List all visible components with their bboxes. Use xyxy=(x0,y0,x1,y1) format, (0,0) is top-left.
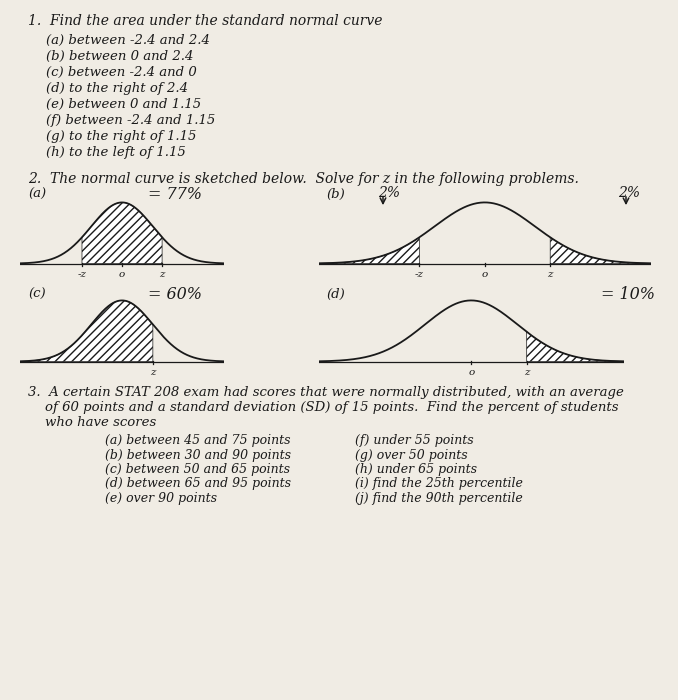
Text: (e) over 90 points: (e) over 90 points xyxy=(105,492,217,505)
Text: (b) between 0 and 2.4: (b) between 0 and 2.4 xyxy=(46,50,193,63)
Text: (b) between 30 and 90 points: (b) between 30 and 90 points xyxy=(105,449,291,461)
Text: (a) between -2.4 and 2.4: (a) between -2.4 and 2.4 xyxy=(46,34,210,47)
Text: (g) over 50 points: (g) over 50 points xyxy=(355,449,468,461)
Text: o: o xyxy=(468,368,475,377)
Text: of 60 points and a standard deviation (SD) of 15 points.  Find the percent of st: of 60 points and a standard deviation (S… xyxy=(28,401,618,414)
Text: (c) between -2.4 and 0: (c) between -2.4 and 0 xyxy=(46,66,197,79)
Text: (a): (a) xyxy=(28,188,46,201)
Text: 3.  A certain STAT 208 exam had scores that were normally distributed, with an a: 3. A certain STAT 208 exam had scores th… xyxy=(28,386,624,399)
Text: (d) between 65 and 95 points: (d) between 65 and 95 points xyxy=(105,477,291,491)
Text: o: o xyxy=(119,270,125,279)
Text: z: z xyxy=(547,270,553,279)
Text: (a) between 45 and 75 points: (a) between 45 and 75 points xyxy=(105,434,290,447)
Text: z: z xyxy=(150,368,156,377)
Text: o: o xyxy=(481,270,488,279)
Text: who have scores: who have scores xyxy=(28,416,156,429)
Text: -z: -z xyxy=(415,270,424,279)
Text: 2%: 2% xyxy=(378,186,400,200)
Text: (j) find the 90th percentile: (j) find the 90th percentile xyxy=(355,492,523,505)
Text: (f) between -2.4 and 1.15: (f) between -2.4 and 1.15 xyxy=(46,114,215,127)
Text: 2%: 2% xyxy=(618,186,640,200)
Text: (b): (b) xyxy=(326,188,344,201)
Text: (c): (c) xyxy=(28,288,45,301)
Text: (c) between 50 and 65 points: (c) between 50 and 65 points xyxy=(105,463,290,476)
Text: 2.  The normal curve is sketched below.  Solve for z in the following problems.: 2. The normal curve is sketched below. S… xyxy=(28,172,579,186)
Text: z: z xyxy=(524,368,530,377)
Text: z: z xyxy=(159,270,165,279)
Text: = 77%: = 77% xyxy=(148,186,202,203)
Text: (i) find the 25th percentile: (i) find the 25th percentile xyxy=(355,477,523,491)
Text: (d) to the right of 2.4: (d) to the right of 2.4 xyxy=(46,82,188,95)
Text: (h) to the left of 1.15: (h) to the left of 1.15 xyxy=(46,146,186,159)
Text: 1.  Find the area under the standard normal curve: 1. Find the area under the standard norm… xyxy=(28,14,382,28)
Text: (g) to the right of 1.15: (g) to the right of 1.15 xyxy=(46,130,197,143)
Text: (f) under 55 points: (f) under 55 points xyxy=(355,434,474,447)
Text: -z: -z xyxy=(77,270,87,279)
Text: (h) under 65 points: (h) under 65 points xyxy=(355,463,477,476)
Text: (e) between 0 and 1.15: (e) between 0 and 1.15 xyxy=(46,98,201,111)
Text: = 60%: = 60% xyxy=(148,286,202,303)
Text: (d): (d) xyxy=(326,288,344,301)
Text: = 10%: = 10% xyxy=(601,286,655,303)
